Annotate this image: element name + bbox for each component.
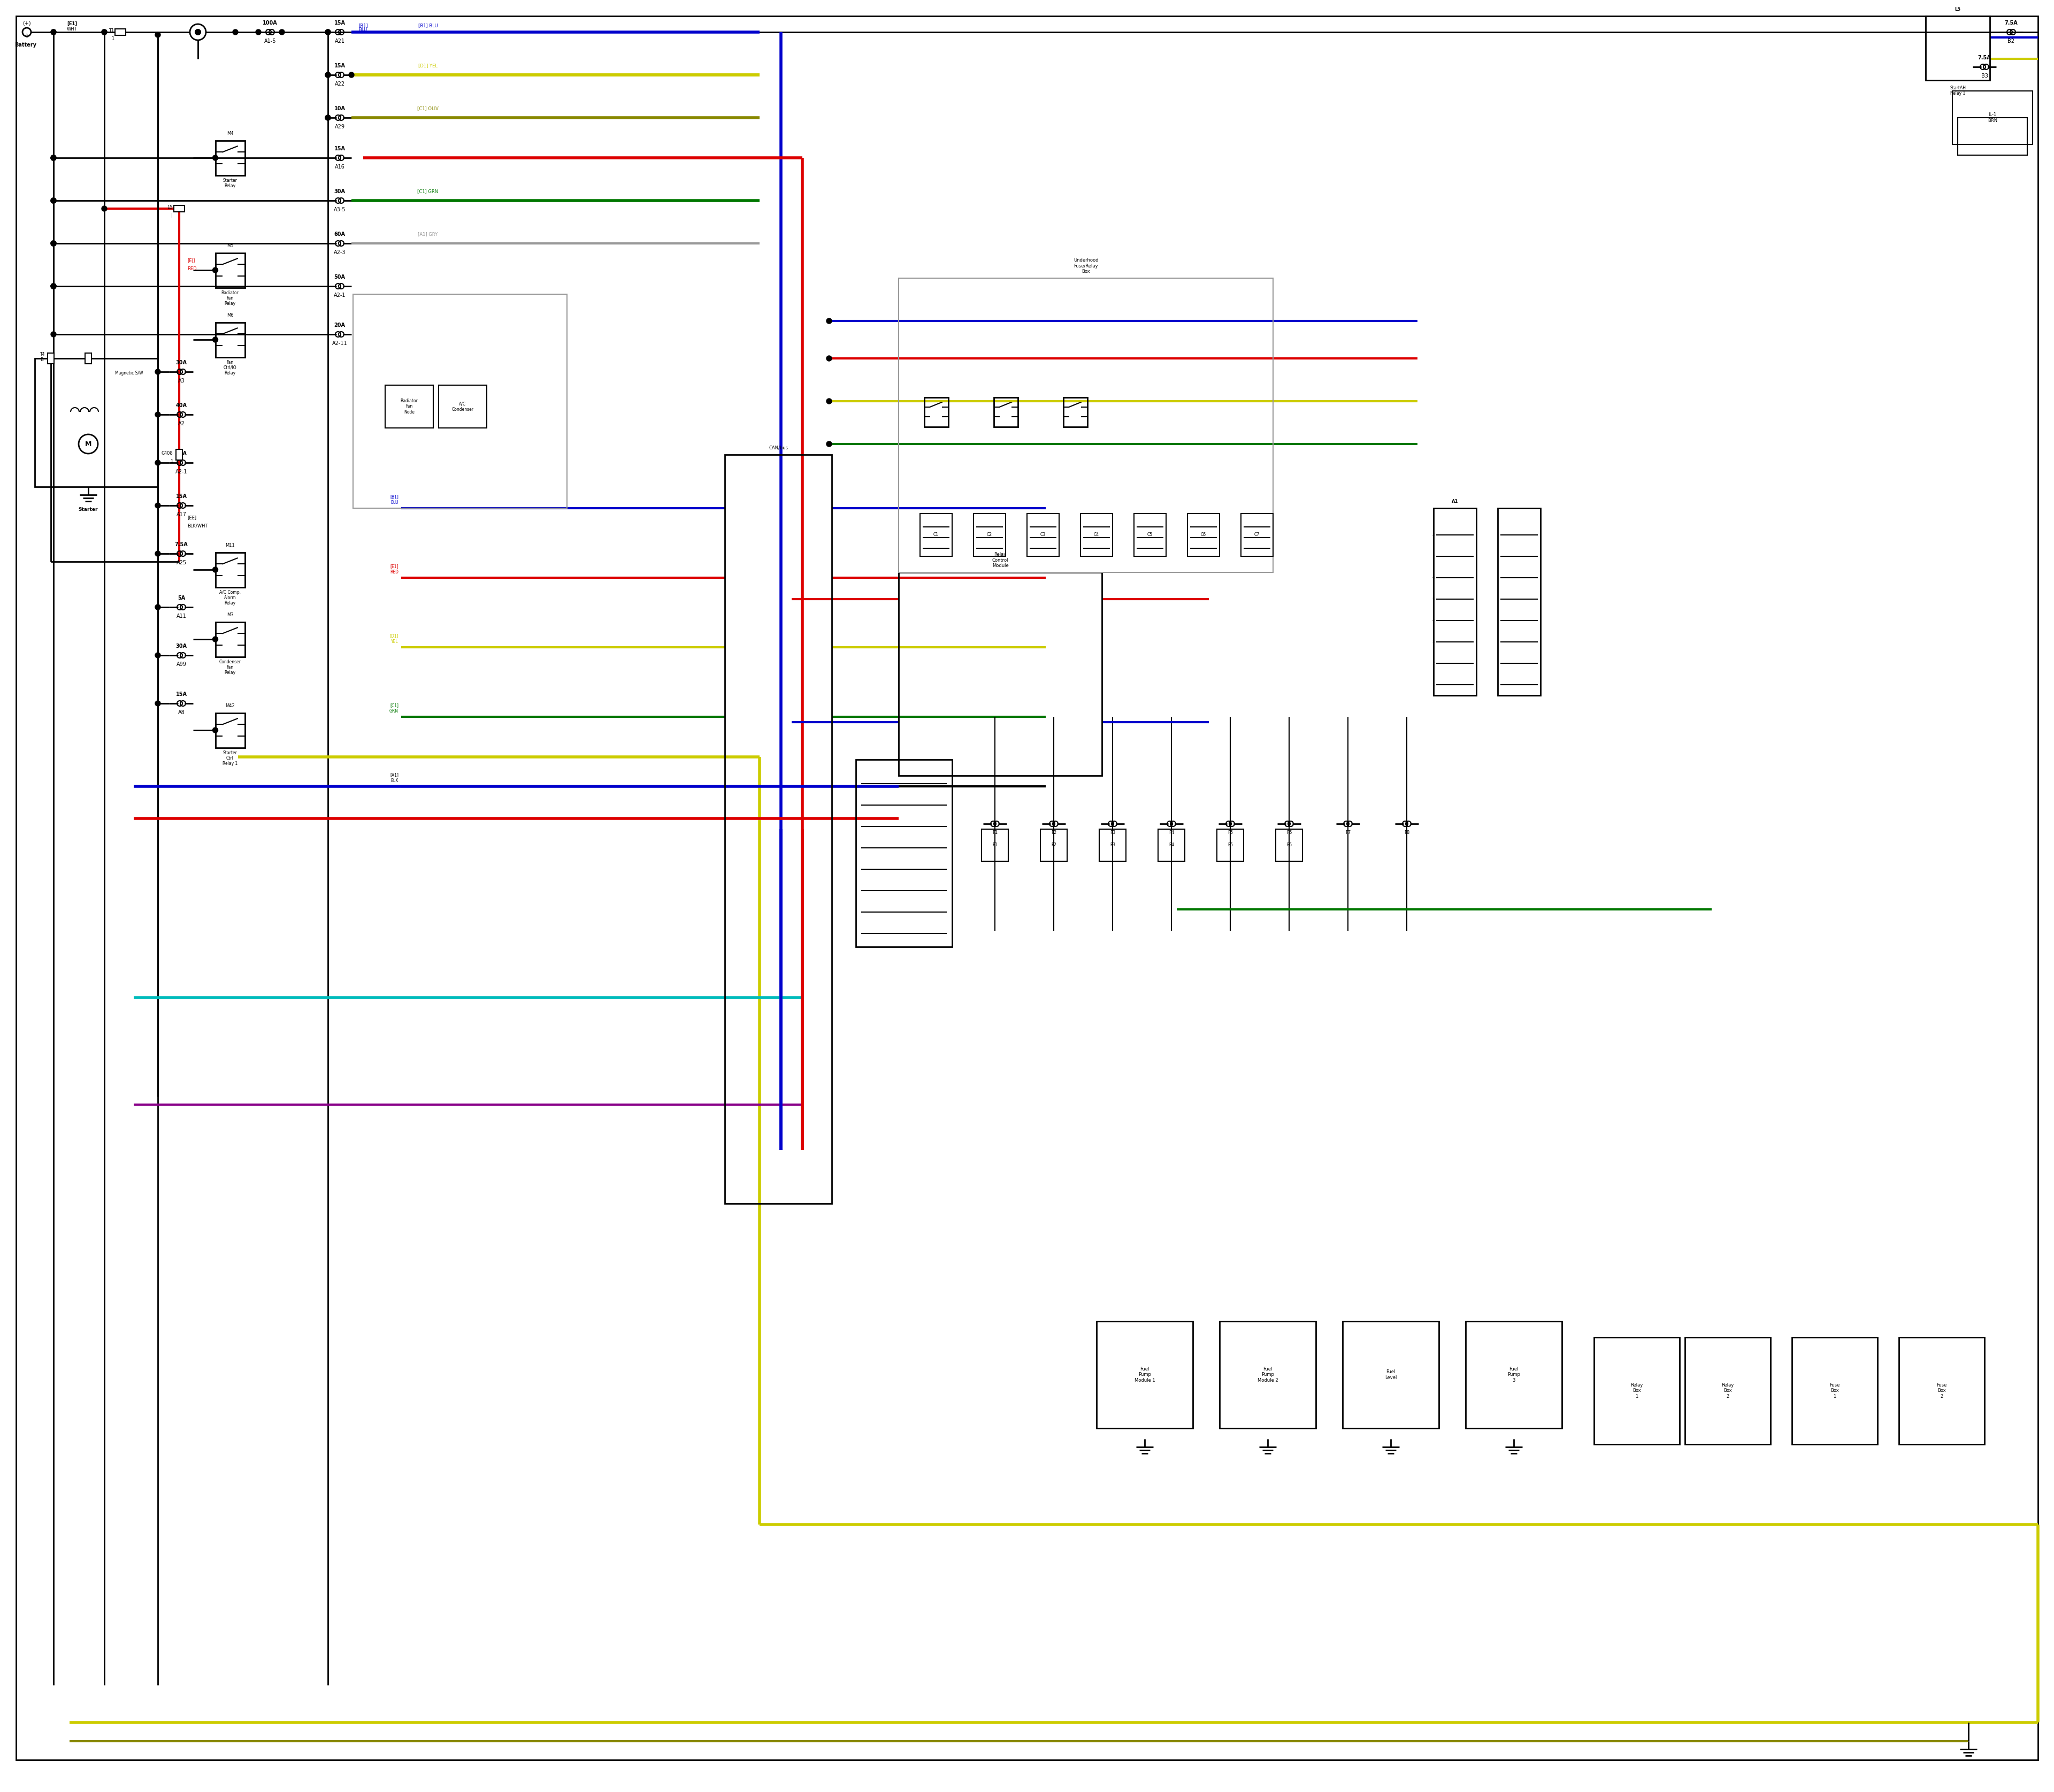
Text: T4: T4	[41, 351, 45, 357]
Bar	[1099, 830, 1126, 862]
Text: CAN/bus: CAN/bus	[768, 446, 789, 450]
Circle shape	[51, 156, 55, 161]
Bar	[1187, 514, 1220, 556]
Text: 4: 4	[1432, 618, 1434, 622]
Bar	[725, 455, 832, 1204]
Circle shape	[51, 283, 55, 289]
Text: L5: L5	[1955, 7, 1962, 13]
Circle shape	[156, 32, 160, 38]
Bar	[1957, 118, 2027, 156]
Circle shape	[51, 197, 55, 202]
Text: F2: F2	[1052, 830, 1056, 835]
Text: 60A: 60A	[335, 231, 345, 237]
Text: 5: 5	[1432, 597, 1434, 600]
Bar	[216, 140, 244, 176]
Circle shape	[214, 267, 218, 272]
Text: 7: 7	[1432, 556, 1434, 557]
Bar	[974, 514, 1006, 556]
Text: 30A: 30A	[335, 188, 345, 194]
Text: F1: F1	[992, 830, 998, 835]
Circle shape	[325, 115, 331, 120]
Text: S: S	[84, 357, 86, 362]
Text: Starter
Ctrl
Relay 1: Starter Ctrl Relay 1	[222, 751, 238, 767]
Circle shape	[156, 604, 160, 609]
Text: StartAH
Relay 1: StartAH Relay 1	[1949, 86, 1966, 97]
Text: A1: A1	[1452, 500, 1458, 504]
Text: 6: 6	[1432, 575, 1434, 579]
Text: A2: A2	[179, 421, 185, 426]
Text: A17: A17	[177, 513, 187, 518]
Bar	[1953, 91, 2033, 145]
Circle shape	[826, 357, 832, 360]
Text: Fuel
Pump
Module 1: Fuel Pump Module 1	[1134, 1367, 1154, 1383]
Circle shape	[101, 29, 107, 34]
Text: WHT: WHT	[68, 27, 78, 32]
Text: [EE]: [EE]	[187, 514, 197, 520]
Text: 30A: 30A	[177, 643, 187, 649]
Bar	[1216, 830, 1243, 862]
Text: 50A: 50A	[335, 274, 345, 280]
Text: Fuse
Box
1: Fuse Box 1	[1830, 1383, 1840, 1400]
Text: A/C
Condenser: A/C Condenser	[452, 401, 474, 412]
Bar	[177, 450, 183, 461]
Text: [C1] GRN: [C1] GRN	[417, 188, 438, 194]
Text: 15A: 15A	[335, 145, 345, 151]
Circle shape	[232, 29, 238, 34]
Circle shape	[156, 652, 160, 658]
Text: [A1] GRY: [A1] GRY	[417, 231, 438, 237]
Text: A3: A3	[179, 378, 185, 383]
Circle shape	[214, 337, 218, 342]
Text: M4: M4	[226, 131, 234, 136]
Text: 15A: 15A	[177, 692, 187, 697]
Circle shape	[51, 240, 55, 246]
Text: B3: B3	[1980, 73, 1988, 79]
Text: [D1] YEL: [D1] YEL	[419, 63, 438, 68]
Circle shape	[156, 701, 160, 706]
Circle shape	[156, 461, 160, 466]
Text: Fan
Ctrl/IO
Relay: Fan Ctrl/IO Relay	[224, 360, 236, 376]
Circle shape	[51, 156, 55, 161]
Text: [E1]
RED: [E1] RED	[390, 564, 398, 575]
Text: A22: A22	[335, 81, 345, 86]
Text: [C1]
GRN: [C1] GRN	[390, 702, 398, 713]
Text: Radiator
Fan
Node: Radiator Fan Node	[401, 398, 417, 414]
Text: B2: B2	[2007, 38, 2015, 43]
Circle shape	[156, 550, 160, 556]
Circle shape	[195, 29, 201, 34]
Circle shape	[826, 319, 832, 324]
Circle shape	[325, 29, 331, 34]
Bar	[47, 353, 53, 364]
Text: Fuel
Level: Fuel Level	[1384, 1369, 1397, 1380]
Circle shape	[101, 206, 107, 211]
Bar	[1097, 1321, 1193, 1428]
Text: [B1]: [B1]	[357, 23, 368, 29]
Bar	[857, 760, 953, 946]
Text: 30A: 30A	[177, 360, 187, 366]
Bar	[1467, 1321, 1561, 1428]
Circle shape	[826, 398, 832, 403]
Bar	[386, 385, 433, 428]
Circle shape	[255, 29, 261, 34]
Text: Condenser
Fan
Relay: Condenser Fan Relay	[220, 659, 240, 676]
Circle shape	[51, 332, 55, 337]
Text: Relay
Box
2: Relay Box 2	[1721, 1383, 1734, 1400]
Bar	[900, 572, 1101, 776]
Circle shape	[279, 29, 286, 34]
Bar	[216, 713, 244, 747]
Text: A99: A99	[177, 661, 187, 667]
Circle shape	[51, 197, 55, 202]
Text: C4: C4	[1095, 532, 1099, 538]
Text: [B1] BLU: [B1] BLU	[419, 23, 438, 29]
Bar	[920, 514, 953, 556]
Text: M42: M42	[226, 704, 234, 708]
Text: B6: B6	[1286, 842, 1292, 848]
Text: 15A: 15A	[177, 495, 187, 500]
Text: B5: B5	[1228, 842, 1232, 848]
Circle shape	[826, 441, 832, 446]
Text: [EJ]: [EJ]	[187, 258, 195, 263]
Bar	[1927, 16, 1990, 81]
Text: T1: T1	[109, 29, 113, 34]
Circle shape	[214, 156, 218, 161]
Bar	[1594, 1337, 1680, 1444]
Text: A11: A11	[177, 613, 187, 618]
